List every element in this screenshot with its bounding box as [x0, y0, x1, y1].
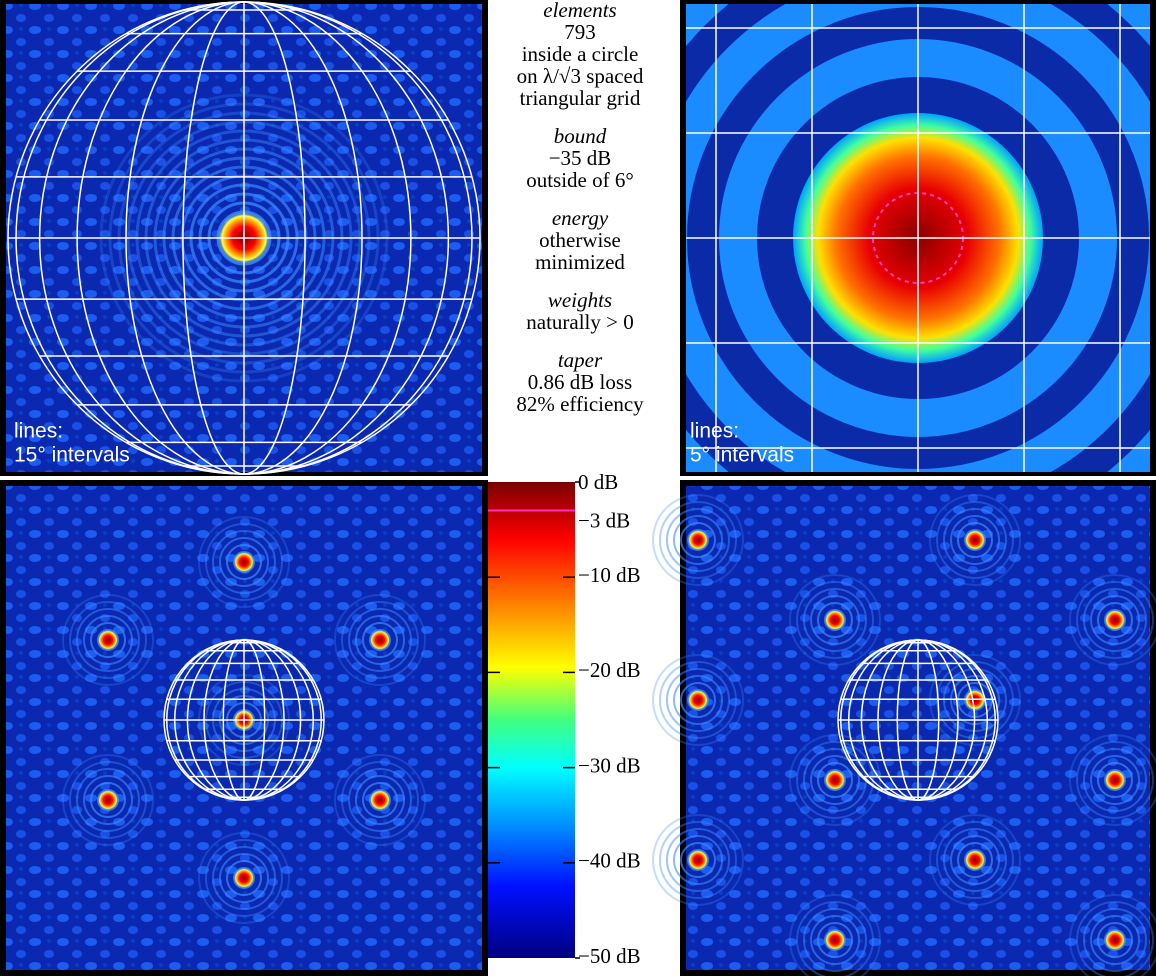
grating-lobe	[825, 770, 845, 790]
grating-lobe	[688, 530, 708, 550]
grating-lobe	[825, 610, 845, 630]
panel-label: 15° intervals	[14, 444, 130, 467]
annotation-line: 0.86 dB loss	[528, 370, 632, 394]
panel-label: 5° intervals	[690, 444, 794, 467]
grating-lobe	[98, 630, 118, 650]
annotation-line: on λ/√3 spaced	[517, 64, 644, 88]
tick-label: 0 dB	[578, 470, 618, 494]
grating-lobe	[965, 530, 985, 550]
annotation-heading: taper	[558, 348, 603, 372]
annotation-line: −35 dB	[549, 146, 612, 170]
tick-label: −40 dB	[578, 849, 641, 873]
grating-lobe	[234, 868, 254, 888]
grating-lobe	[370, 790, 390, 810]
annotation-heading: bound	[554, 124, 607, 148]
annotation-line: otherwise	[539, 228, 621, 252]
grating-lobe	[370, 630, 390, 650]
panel-label: lines:	[690, 420, 739, 443]
annotation-line: inside a circle	[522, 42, 639, 66]
graticule	[164, 640, 324, 800]
annotation-line: triangular grid	[520, 86, 641, 110]
tick-label: −50 dB	[578, 944, 641, 968]
colorbar	[488, 482, 575, 958]
annotation-heading: energy	[552, 206, 609, 230]
tick-label: −3 dB	[578, 508, 630, 532]
annotation-line: 82% efficiency	[516, 392, 644, 416]
grating-lobe	[825, 930, 845, 950]
grating-lobe	[234, 552, 254, 572]
grating-lobe	[1105, 930, 1125, 950]
annotation-line: naturally > 0	[526, 310, 633, 334]
annotation-line: 793	[564, 20, 596, 44]
tick-label: −20 dB	[578, 658, 641, 682]
grating-lobe	[965, 850, 985, 870]
tick-label: −30 dB	[578, 753, 641, 777]
panel-label: lines:	[14, 420, 63, 443]
annotation-line: outside of 6°	[526, 168, 634, 192]
annotation-line: minimized	[535, 250, 625, 274]
tick-label: −10 dB	[578, 563, 641, 587]
graticule	[838, 640, 998, 800]
grating-lobe	[688, 690, 708, 710]
grating-lobe	[1105, 610, 1125, 630]
grating-lobe	[98, 790, 118, 810]
annotation-heading: weights	[548, 288, 612, 312]
figure: elements793inside a circleon λ/√3 spaced…	[0, 0, 1156, 976]
grating-lobe	[688, 850, 708, 870]
grating-lobe	[1105, 770, 1125, 790]
annotation-heading: elements	[543, 0, 616, 22]
